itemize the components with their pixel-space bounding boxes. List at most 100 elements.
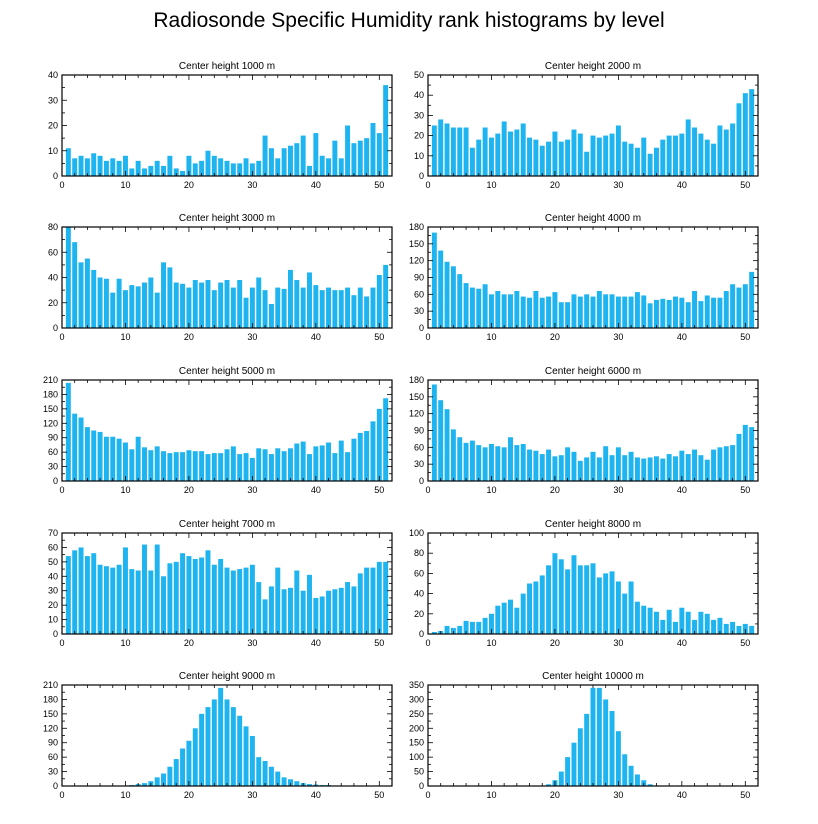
histogram-bar bbox=[463, 283, 469, 328]
y-tick-label: 30 bbox=[414, 110, 424, 120]
y-tick-label: 20 bbox=[48, 121, 58, 131]
histogram-bar bbox=[161, 262, 167, 328]
x-tick-label: 20 bbox=[550, 332, 560, 342]
histogram-bar bbox=[527, 137, 533, 176]
histogram-bar bbox=[110, 292, 116, 328]
x-tick-label: 0 bbox=[59, 180, 64, 190]
histogram-bar bbox=[211, 564, 217, 634]
histogram-bar bbox=[326, 287, 332, 328]
x-tick-label: 40 bbox=[677, 180, 687, 190]
histogram-bar bbox=[634, 292, 640, 328]
x-tick-label: 40 bbox=[311, 332, 321, 342]
histogram-bar bbox=[224, 449, 230, 481]
histogram-panel: Center height 8000 m 0 10 20 30 40 50 0 20 40 60 80… bbox=[409, 519, 759, 648]
histogram-bar bbox=[110, 158, 116, 176]
y-tick-label: 20 bbox=[414, 131, 424, 141]
histogram-bar bbox=[91, 153, 97, 176]
panel-title: Center height 10000 m bbox=[542, 671, 644, 682]
histogram-bar bbox=[488, 613, 494, 634]
histogram-bar bbox=[84, 258, 90, 328]
y-tick-label: 250 bbox=[409, 709, 424, 719]
histogram-bar bbox=[482, 447, 488, 481]
histogram-bar bbox=[431, 125, 437, 176]
x-tick-label: 20 bbox=[184, 790, 194, 800]
histogram-bar bbox=[230, 287, 236, 328]
histogram-bar bbox=[376, 133, 382, 176]
x-tick-label: 30 bbox=[247, 638, 257, 648]
y-tick-label: 20 bbox=[48, 600, 58, 610]
histogram-bar bbox=[730, 123, 736, 176]
histogram-bar bbox=[268, 148, 274, 176]
y-tick-label: 70 bbox=[48, 528, 58, 538]
histogram-bar bbox=[218, 282, 224, 328]
x-tick-label: 10 bbox=[486, 638, 496, 648]
histogram-bar bbox=[609, 294, 615, 328]
histogram-bar bbox=[584, 565, 590, 634]
histogram-bar bbox=[275, 287, 281, 328]
histogram-bar bbox=[65, 556, 71, 634]
x-tick-label: 10 bbox=[120, 790, 130, 800]
histogram-bar bbox=[685, 119, 691, 176]
histogram-bar bbox=[256, 448, 262, 481]
histogram-bar bbox=[97, 155, 103, 176]
y-tick-label: 30 bbox=[48, 462, 58, 472]
histogram-bar bbox=[533, 139, 539, 176]
histogram-bar bbox=[262, 599, 268, 634]
histogram-bar bbox=[224, 160, 230, 176]
histogram-bar bbox=[211, 699, 217, 786]
histogram-bar bbox=[596, 577, 602, 634]
histogram-bar bbox=[294, 280, 300, 328]
histogram-bar bbox=[65, 227, 71, 328]
x-tick-label: 50 bbox=[740, 332, 750, 342]
histogram-bar bbox=[287, 779, 293, 786]
histogram-bar bbox=[199, 713, 205, 786]
y-tick-label: 0 bbox=[419, 171, 424, 181]
histogram-bar bbox=[692, 449, 698, 481]
histogram-bar bbox=[135, 160, 141, 176]
histogram-bar bbox=[615, 125, 621, 176]
histogram-bar bbox=[615, 581, 621, 634]
x-tick-label: 20 bbox=[550, 485, 560, 495]
histogram-bar bbox=[224, 567, 230, 634]
histogram-bar bbox=[476, 288, 482, 328]
histogram-bar bbox=[679, 450, 685, 481]
histogram-bar bbox=[590, 135, 596, 176]
histogram-bar bbox=[364, 138, 370, 177]
x-tick-label: 40 bbox=[677, 638, 687, 648]
histogram-bar bbox=[313, 446, 319, 481]
histogram-bar bbox=[653, 611, 659, 634]
y-tick-label: 100 bbox=[409, 528, 424, 538]
histogram-bar bbox=[345, 452, 351, 481]
histogram-bar bbox=[205, 454, 211, 481]
histogram-bar bbox=[501, 602, 507, 634]
histogram-bar bbox=[230, 163, 236, 177]
y-tick-label: 30 bbox=[48, 586, 58, 596]
histogram-bar bbox=[634, 601, 640, 634]
histogram-bar bbox=[749, 89, 755, 176]
histogram-bar bbox=[275, 771, 281, 786]
histogram-bar bbox=[135, 286, 141, 328]
histogram-bar bbox=[243, 297, 249, 328]
histogram-bar bbox=[634, 774, 640, 786]
histogram-bar bbox=[186, 155, 192, 176]
histogram-bar bbox=[142, 447, 147, 481]
histogram-bar bbox=[110, 567, 116, 634]
histogram-bar bbox=[148, 277, 154, 328]
histogram-bar bbox=[148, 570, 154, 634]
histogram-panel: Center height 7000 m 0 10 20 30 40 50 0 10 20 30 40… bbox=[48, 519, 393, 648]
x-tick-label: 20 bbox=[184, 180, 194, 190]
histogram-bar bbox=[338, 158, 344, 176]
histogram-bar bbox=[332, 589, 338, 634]
histogram-bar bbox=[154, 544, 160, 634]
histogram-bar bbox=[307, 272, 312, 328]
histogram-panel: Center height 3000 m 0 10 20 30 40 50 0 20 40 60 80 bbox=[48, 213, 393, 342]
histogram-bar bbox=[256, 160, 262, 176]
y-tick-label: 50 bbox=[414, 70, 424, 80]
histogram-bar bbox=[351, 143, 357, 176]
histogram-bar bbox=[249, 735, 255, 786]
histogram-bar bbox=[186, 450, 192, 481]
histogram-bar bbox=[192, 163, 198, 177]
histogram-bar bbox=[351, 295, 357, 328]
histogram-bar bbox=[685, 454, 691, 481]
histogram-bar bbox=[647, 153, 653, 176]
